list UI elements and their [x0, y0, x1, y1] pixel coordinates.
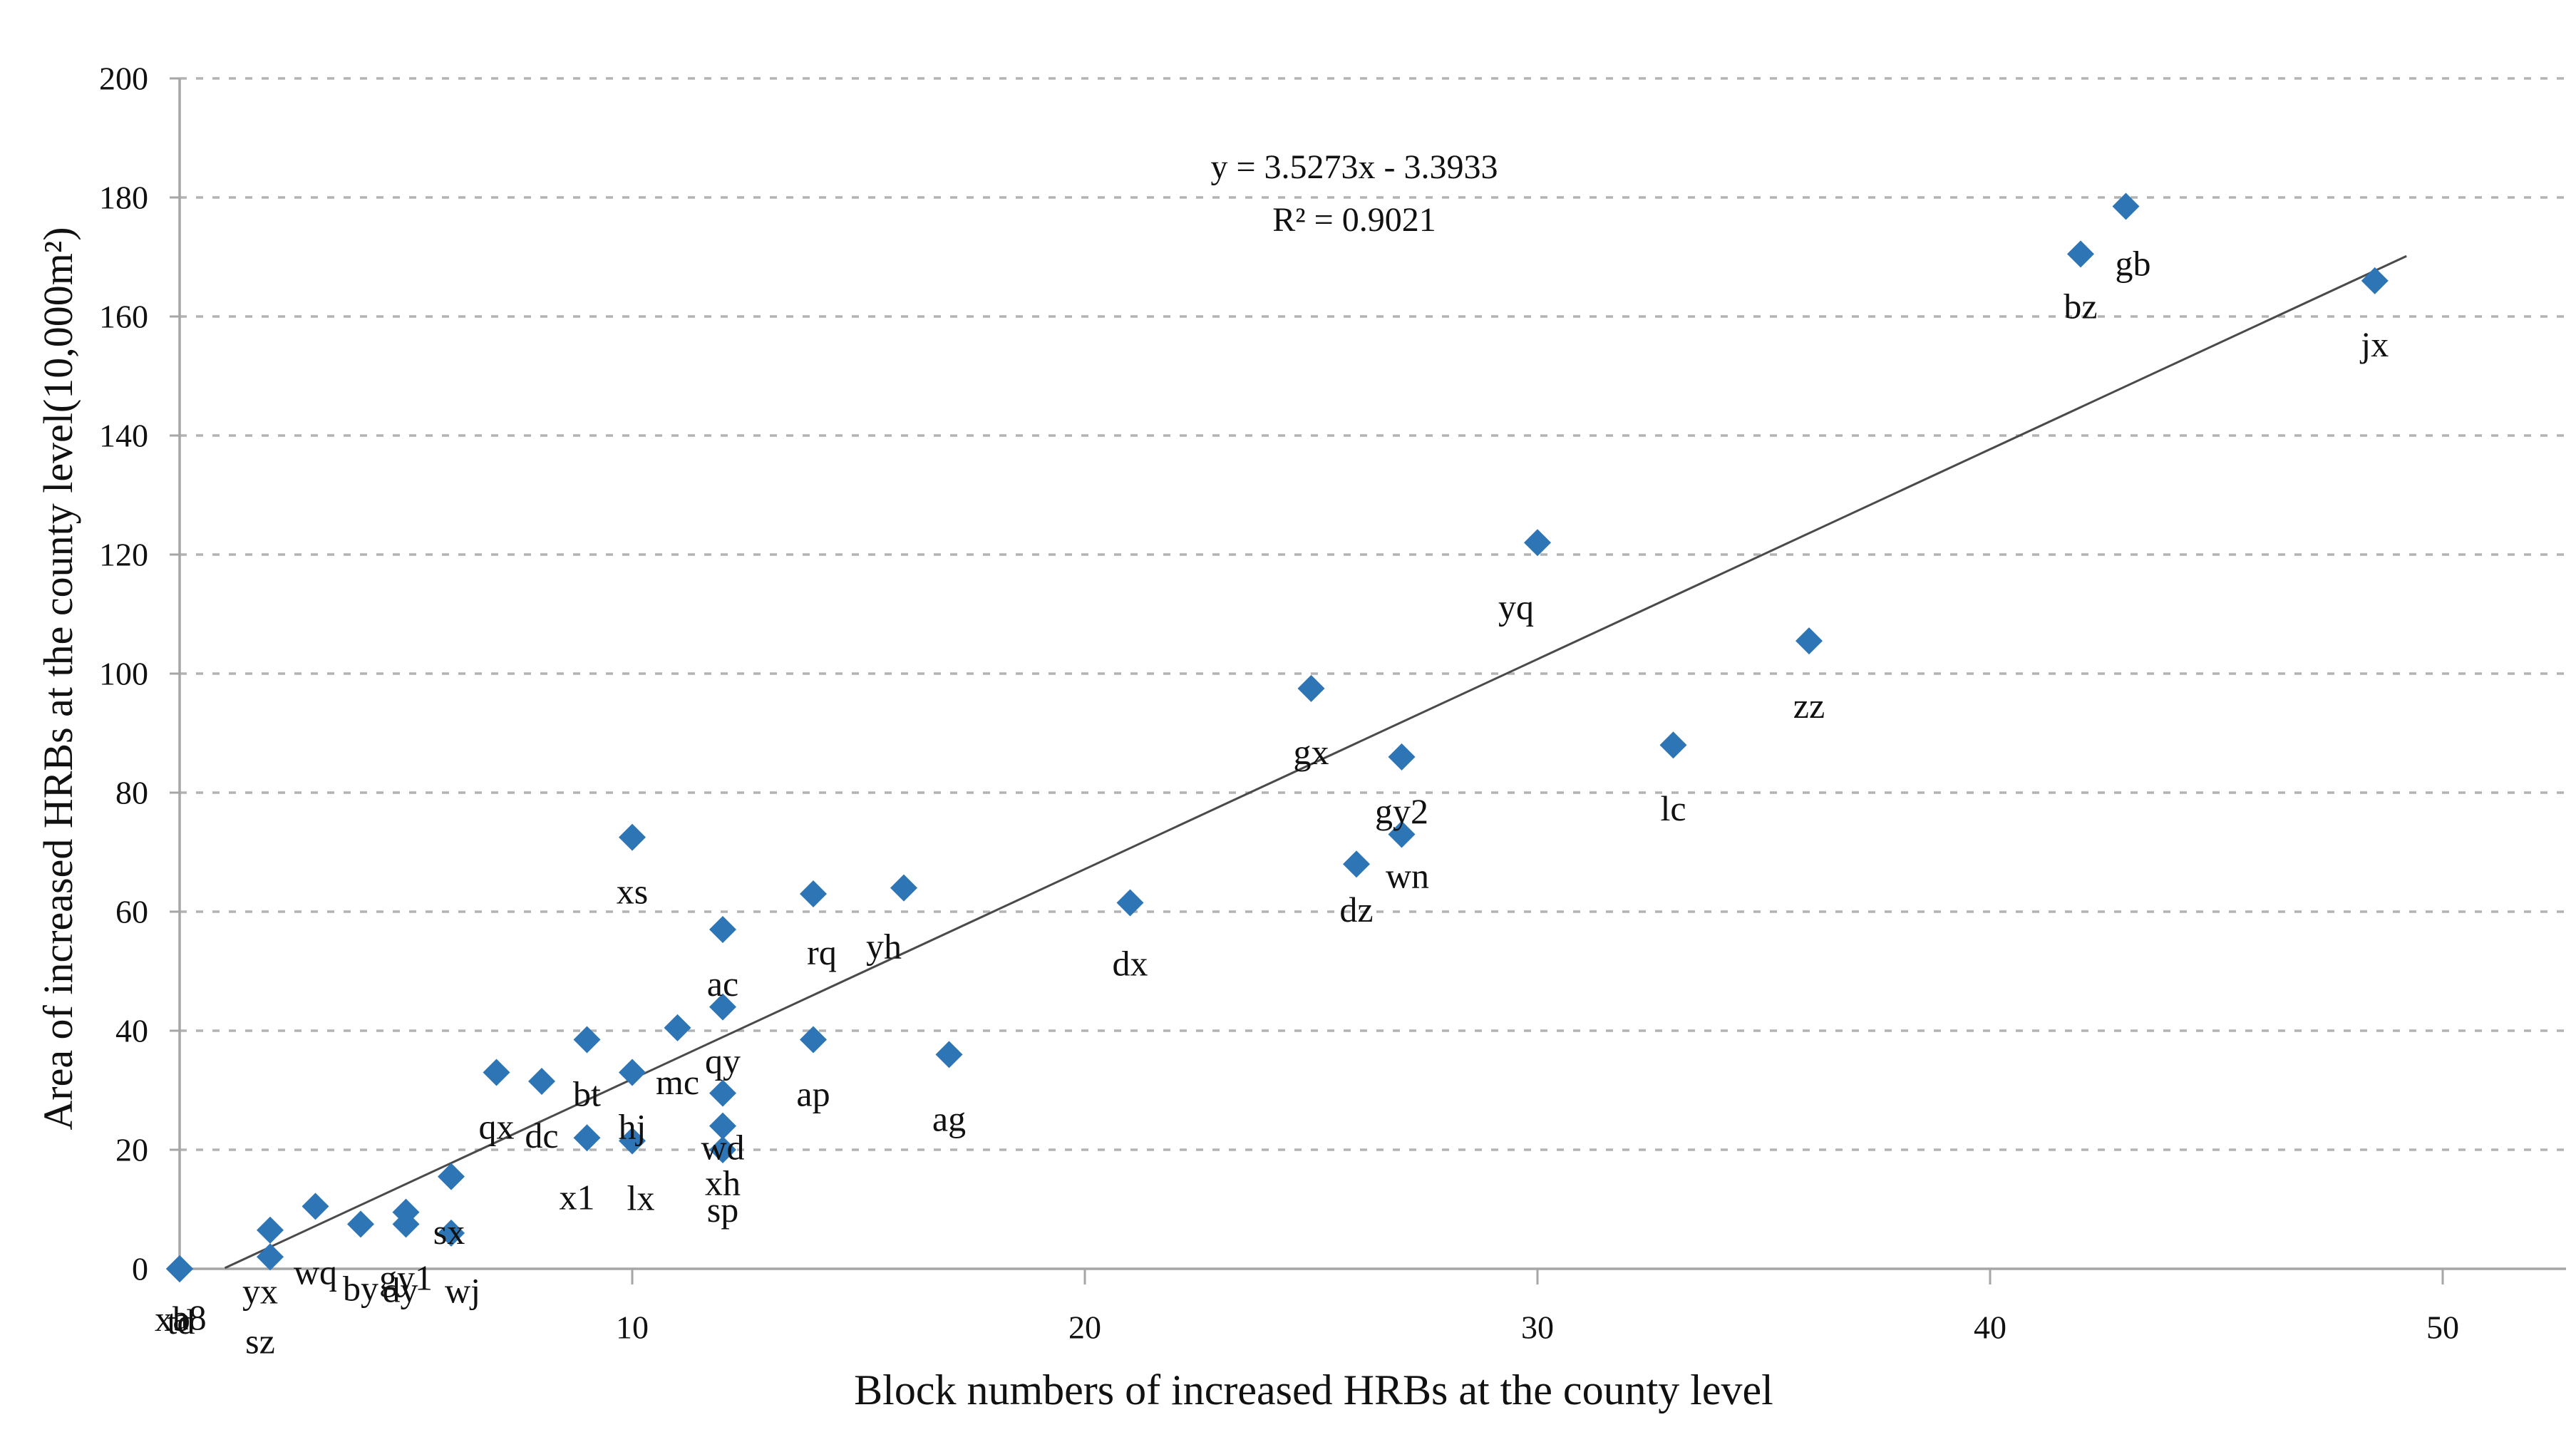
- data-point-marker-bz: [2067, 240, 2094, 268]
- data-point-marker-zz: [1796, 627, 1823, 655]
- data-point-marker-dx: [1116, 889, 1144, 917]
- data-point-label-ap: ap: [796, 1074, 830, 1114]
- data-point-label-sz: sz: [245, 1321, 275, 1361]
- data-point-label-wd: wd: [701, 1128, 744, 1168]
- data-point-label-zz: zz: [1793, 686, 1825, 726]
- data-point-label-gy2: gy2: [1375, 791, 1428, 831]
- trendline-equation: y = 3.5273x - 3.3933: [1210, 148, 1498, 186]
- data-point-label-td: td: [168, 1302, 195, 1342]
- data-point-label-sp: sp: [707, 1190, 738, 1230]
- x-tick-label: 40: [1974, 1309, 2006, 1346]
- data-point-marker-qx: [483, 1059, 510, 1086]
- data-point-marker-wj: [438, 1163, 465, 1190]
- data-point-label-dc: dc: [525, 1116, 558, 1155]
- data-point-label-wn: wn: [1386, 855, 1429, 895]
- data-point-marker-yh: [890, 874, 917, 902]
- data-point-marker-hj: [619, 1059, 646, 1086]
- data-point-label-by: by: [343, 1268, 378, 1308]
- data-point-label-yx: yx: [242, 1272, 278, 1312]
- data-point-label-xs: xs: [617, 872, 648, 912]
- data-point-label-dz: dz: [1339, 890, 1373, 930]
- y-tick-label: 60: [115, 894, 148, 930]
- data-point-label-dy: dy: [383, 1270, 418, 1310]
- data-point-marker-gy2: [1388, 743, 1416, 771]
- data-point-label-gx: gx: [1294, 732, 1329, 772]
- r-squared-value: R² = 0.9021: [1272, 201, 1436, 240]
- y-tick-label: 200: [99, 61, 148, 97]
- trendline-equation-block: y = 3.5273x - 3.3933 R² = 0.9021: [998, 141, 1711, 247]
- data-point-marker-dz: [1343, 850, 1370, 878]
- data-point-label-hj: hj: [619, 1106, 646, 1146]
- data-point-marker-ac: [709, 916, 736, 944]
- x-tick-label: 10: [616, 1309, 649, 1346]
- data-point-label-gy1: gy1: [379, 1257, 433, 1297]
- y-tick-label: 40: [115, 1013, 148, 1049]
- data-point-marker-gy1: [392, 1210, 420, 1238]
- data-point-marker-wn: [1388, 820, 1416, 848]
- data-point-label-mc: mc: [656, 1062, 699, 1102]
- data-point-label-yq: yq: [1498, 587, 1534, 627]
- data-point-label-x1: x1: [560, 1177, 595, 1217]
- data-point-marker-sz: [257, 1243, 284, 1271]
- data-point-marker-xs: [619, 823, 646, 851]
- data-point-marker-sx: [438, 1219, 465, 1247]
- y-tick-label: 140: [99, 418, 148, 454]
- data-point-marker-gx: [1297, 674, 1325, 702]
- x-tick-label: 30: [1521, 1309, 1554, 1346]
- data-point-label-qy: qy: [705, 1041, 741, 1081]
- data-point-marker-xh: [709, 1112, 736, 1140]
- data-point-label-lc: lc: [1660, 788, 1686, 828]
- data-point-label-bt: bt: [573, 1074, 601, 1114]
- data-point-label-lx: lx: [627, 1178, 655, 1217]
- data-point-label-jx: jx: [2359, 324, 2389, 364]
- data-point-marker-gb: [2112, 192, 2140, 220]
- data-point-marker-by: [347, 1210, 374, 1238]
- data-point-label-xb: xb: [155, 1299, 190, 1339]
- x-axis-title: Block numbers of increased HRBs at the c…: [854, 1366, 1773, 1414]
- y-axis-title: Area of increased HRBs at the county lev…: [35, 227, 81, 1131]
- x-tick-label: 50: [2426, 1309, 2459, 1346]
- data-point-marker-yq: [1524, 529, 1551, 557]
- data-point-label-rq: rq: [807, 932, 837, 972]
- data-point-marker-lx: [619, 1127, 646, 1155]
- y-tick-label: 160: [99, 299, 148, 335]
- data-point-marker-lc: [1659, 731, 1687, 759]
- data-point-label-bz: bz: [2064, 286, 2097, 326]
- y-tick-label: 120: [99, 537, 148, 573]
- data-point-label-yh: yh: [866, 927, 902, 967]
- data-point-label-a8: a8: [172, 1297, 206, 1337]
- data-point-marker-qy: [709, 993, 736, 1021]
- y-tick-label: 0: [132, 1251, 148, 1287]
- data-point-label-dx: dx: [1113, 943, 1148, 983]
- x-tick-label: 20: [1068, 1309, 1101, 1346]
- data-point-label-wj: wj: [445, 1271, 480, 1311]
- data-point-label-sx: sx: [433, 1212, 465, 1252]
- y-tick-label: 180: [99, 180, 148, 216]
- data-point-label-ac: ac: [707, 964, 738, 1004]
- y-tick-label: 80: [115, 775, 148, 811]
- data-point-marker-rq: [800, 880, 827, 907]
- data-point-label-ag: ag: [932, 1098, 966, 1138]
- data-point-label-xh: xh: [705, 1163, 741, 1203]
- data-point-label-gb: gb: [2116, 244, 2151, 284]
- data-point-marker-dc: [528, 1067, 555, 1095]
- y-tick-label: 100: [99, 656, 148, 692]
- data-point-marker-x1: [573, 1124, 601, 1152]
- data-point-marker-wd: [709, 1079, 736, 1107]
- y-tick-label: 20: [115, 1132, 148, 1168]
- data-point-marker-bt: [573, 1026, 601, 1054]
- data-point-marker-ag: [935, 1041, 963, 1069]
- trendline: [224, 254, 2407, 1270]
- data-point-marker-wq: [302, 1193, 329, 1220]
- data-point-marker-mc: [664, 1014, 691, 1041]
- data-point-marker-ap: [800, 1026, 827, 1054]
- data-point-marker-jx: [2361, 267, 2389, 294]
- data-point-marker-yx: [257, 1216, 284, 1244]
- data-point-label-wq: wq: [294, 1252, 337, 1292]
- data-point-label-qx: qx: [479, 1106, 515, 1146]
- data-point-marker-sp: [709, 1136, 736, 1163]
- data-point-marker-a8: [166, 1255, 193, 1282]
